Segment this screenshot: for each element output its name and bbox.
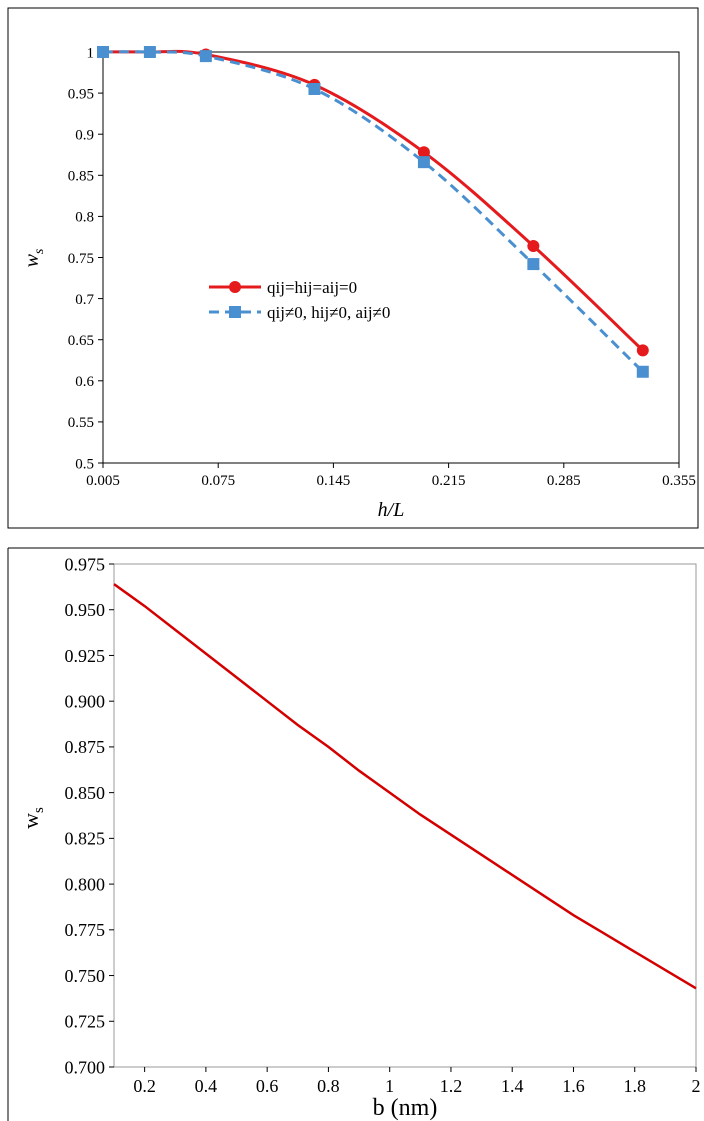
x-tick-label: 0.005 <box>86 473 120 489</box>
chart-2-ylabel-main: w <box>18 813 43 829</box>
x-tick-label: 1.2 <box>440 1076 463 1096</box>
series-2-point <box>527 258 540 271</box>
chart-1-legend: qij=hij=aij=0 qij≠0, hij≠0, aij≠0 <box>209 278 390 322</box>
chart-panel-2: 0.700 0.725 0.750 0.775 0.800 0.825 0.850 0.875… <box>0 540 704 1121</box>
series-2-point <box>308 82 321 95</box>
chart-2-ylabel: ws <box>18 807 47 829</box>
y-tick-label: 0.775 <box>65 920 106 940</box>
y-tick-label: 0.5 <box>75 456 94 472</box>
y-tick-label: 0.750 <box>65 966 106 986</box>
chart-1-ticks: 0.5 0.55 0.6 0.65 0.7 0.75 0.8 0.85 0.9 0.95 1 0.00… <box>68 45 696 489</box>
y-tick-label: 0.9 <box>75 127 94 143</box>
series-1-point <box>527 239 540 252</box>
x-tick-label: 1.8 <box>623 1076 646 1096</box>
series-2-point <box>199 50 212 63</box>
y-tick-label: 0.800 <box>65 874 106 894</box>
series-2-point <box>636 365 649 378</box>
x-tick-label: 1.6 <box>562 1076 585 1096</box>
y-tick-label: 0.725 <box>65 1012 106 1032</box>
x-tick-label: 1.4 <box>501 1076 524 1096</box>
legend-2-label: qij≠0, hij≠0, aij≠0 <box>267 303 390 322</box>
y-tick-label: 0.975 <box>65 554 106 574</box>
y-tick-label: 0.875 <box>65 737 106 757</box>
chart-2-xlabel: b (nm) <box>373 1095 438 1121</box>
x-tick-label: 0.8 <box>317 1076 340 1096</box>
x-tick-label: 0.285 <box>547 473 581 489</box>
chart-2-series <box>113 583 697 990</box>
y-tick-label: 0.950 <box>65 600 106 620</box>
legend-1-swatch-marker <box>229 281 241 293</box>
x-tick-label: 2 <box>692 1076 701 1096</box>
x-tick-label: 1 <box>385 1076 394 1096</box>
x-tick-label: 0.2 <box>133 1076 156 1096</box>
y-tick-label: 1 <box>87 45 95 61</box>
y-tick-label: 0.700 <box>65 1057 106 1077</box>
x-tick-label: 0.075 <box>201 473 235 489</box>
series-1-line <box>113 583 697 990</box>
series-1-line <box>102 49 644 352</box>
y-tick-label: 0.85 <box>68 169 94 185</box>
chart-2-ticks: 0.700 0.725 0.750 0.775 0.800 0.825 0.850 0.875… <box>65 554 701 1096</box>
x-tick-label: 0.6 <box>256 1076 279 1096</box>
chart-panel-1: 0.5 0.55 0.6 0.65 0.7 0.75 0.8 0.85 0.9 0.95 1 0.00… <box>0 0 704 535</box>
series-1-point <box>636 344 649 357</box>
y-tick-label: 0.6 <box>75 374 94 390</box>
chart-1-svg: 0.5 0.55 0.6 0.65 0.7 0.75 0.8 0.85 0.9 0.95 1 0.00… <box>7 7 699 529</box>
chart-1-frame <box>7 7 699 529</box>
chart-2-ylabel-sub: s <box>31 807 47 813</box>
y-tick-label: 0.55 <box>68 415 94 431</box>
y-tick-label: 0.8 <box>75 210 94 226</box>
y-tick-label: 0.65 <box>68 333 94 349</box>
y-tick-label: 0.850 <box>65 783 106 803</box>
x-tick-label: 0.145 <box>317 473 351 489</box>
x-tick-label: 0.215 <box>432 473 466 489</box>
chart-2-plot-border <box>113 563 697 1068</box>
chart-2-svg: 0.700 0.725 0.750 0.775 0.800 0.825 0.850 0.875… <box>7 547 704 1121</box>
x-tick-label: 0.355 <box>662 473 696 489</box>
legend-2-swatch-marker <box>229 306 241 318</box>
series-2-line <box>102 50 644 373</box>
chart-1-ylabel-sub: s <box>32 248 47 254</box>
y-tick-label: 0.825 <box>65 829 106 849</box>
x-tick-label: 0.4 <box>195 1076 218 1096</box>
series-1-point <box>417 146 430 159</box>
chart-1-ylabel-main: w <box>21 253 43 267</box>
y-tick-label: 0.925 <box>65 646 106 666</box>
y-tick-label: 0.75 <box>68 251 94 267</box>
chart-1-xlabel: h/L <box>378 499 405 521</box>
legend-1-label: qij=hij=aij=0 <box>267 278 357 297</box>
y-tick-label: 0.900 <box>65 691 106 711</box>
chart-1-series <box>97 46 649 378</box>
y-tick-label: 0.7 <box>75 292 94 308</box>
y-tick-label: 0.95 <box>68 86 94 102</box>
series-2-point <box>143 46 156 58</box>
chart-1-ylabel: ws <box>21 248 47 267</box>
chart-1-plot-border <box>102 51 680 464</box>
series-2-point <box>417 156 430 169</box>
series-2-point <box>97 46 109 58</box>
